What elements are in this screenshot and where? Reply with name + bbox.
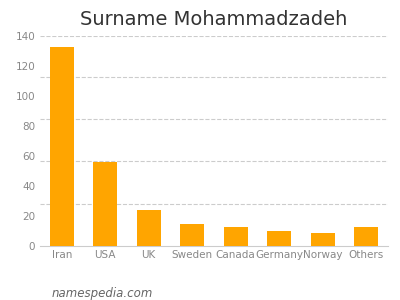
Bar <box>354 226 378 246</box>
Title: Surname Mohammadzadeh: Surname Mohammadzadeh <box>80 10 348 29</box>
Bar <box>180 224 204 246</box>
Bar <box>224 226 248 246</box>
Bar <box>137 210 161 246</box>
Bar <box>50 46 74 246</box>
Text: namespedia.com: namespedia.com <box>52 287 153 300</box>
Bar <box>311 232 335 246</box>
Bar <box>267 231 291 246</box>
Bar <box>93 162 117 246</box>
